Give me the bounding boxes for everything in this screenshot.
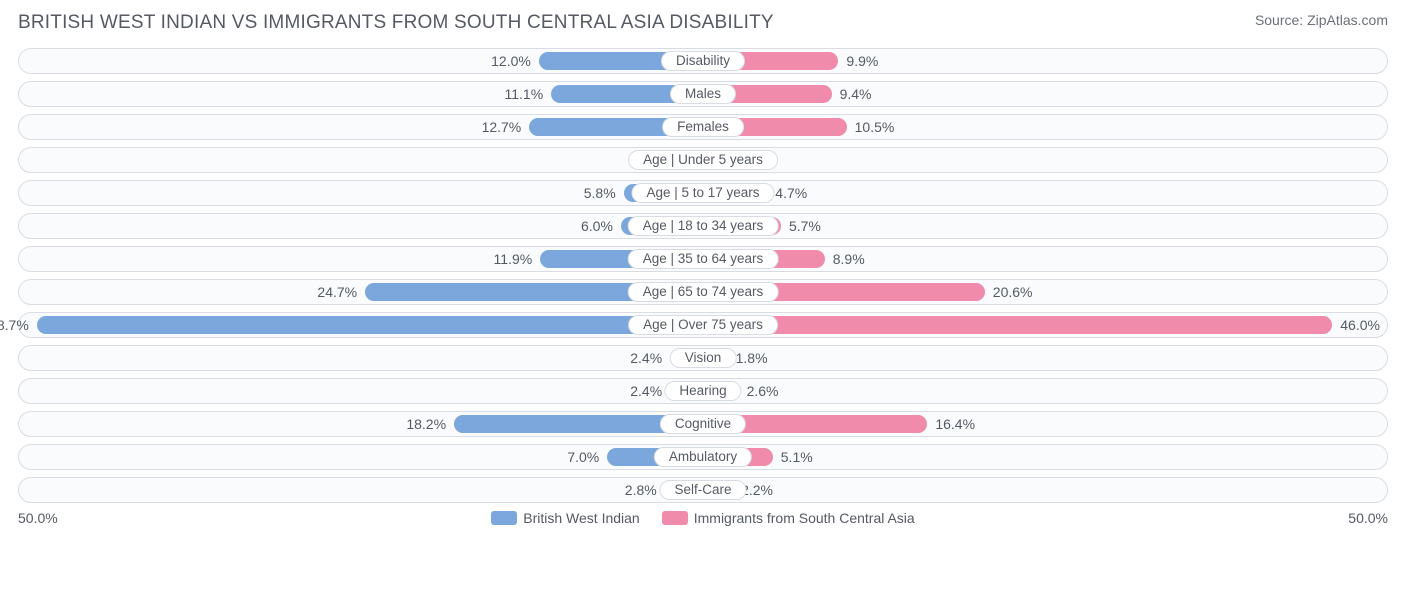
bar-left-value: 2.8%	[625, 478, 657, 502]
bar-right-value: 5.1%	[781, 445, 813, 469]
category-badge: Age | Over 75 years	[628, 315, 778, 335]
chart-row: 24.7% 20.6% Age | 65 to 74 years	[18, 279, 1388, 305]
bar-right-value: 1.8%	[736, 346, 768, 370]
bar-left-value: 5.8%	[584, 181, 616, 205]
chart-row: 18.2% 16.4% Cognitive	[18, 411, 1388, 437]
legend-swatch-left	[491, 511, 517, 525]
chart-row: 12.0% 9.9% Disability	[18, 48, 1388, 74]
category-badge: Hearing	[664, 381, 741, 401]
bar-left-value: 7.0%	[567, 445, 599, 469]
axis-row: 50.0% British West Indian Immigrants fro…	[18, 510, 1388, 526]
bar-right-value: 16.4%	[935, 412, 975, 436]
legend: British West Indian Immigrants from Sout…	[491, 510, 914, 526]
chart-row: 12.7% 10.5% Females	[18, 114, 1388, 140]
category-badge: Males	[670, 84, 736, 104]
category-badge: Age | 65 to 74 years	[628, 282, 779, 302]
bar-right-value: 20.6%	[993, 280, 1033, 304]
bar-right-value: 8.9%	[833, 247, 865, 271]
chart-row: 48.7%46.0%Age | Over 75 years	[18, 312, 1388, 338]
legend-label-right: Immigrants from South Central Asia	[694, 510, 915, 526]
category-badge: Vision	[670, 348, 737, 368]
category-badge: Age | 5 to 17 years	[631, 183, 774, 203]
bar-left-value: 11.9%	[494, 247, 533, 271]
category-badge: Ambulatory	[654, 447, 752, 467]
chart-row: 11.9% 8.9% Age | 35 to 64 years	[18, 246, 1388, 272]
bar-right	[703, 316, 1332, 334]
axis-right-max: 50.0%	[1348, 510, 1388, 526]
source-attribution: Source: ZipAtlas.com	[1255, 12, 1388, 28]
chart-row: 2.4% 2.6% Hearing	[18, 378, 1388, 404]
bar-right-value: 9.9%	[846, 49, 878, 73]
bar-right-value: 5.7%	[789, 214, 821, 238]
legend-item-right: Immigrants from South Central Asia	[662, 510, 915, 526]
bar-left-value: 2.4%	[630, 346, 662, 370]
bar-right-value: 46.0%	[1340, 313, 1380, 337]
chart-row: 6.0% 5.7% Age | 18 to 34 years	[18, 213, 1388, 239]
chart-row: 7.0% 5.1% Ambulatory	[18, 444, 1388, 470]
axis-left-max: 50.0%	[18, 510, 58, 526]
legend-item-left: British West Indian	[491, 510, 639, 526]
bar-left-value: 12.0%	[491, 49, 531, 73]
bar-left-value: 24.7%	[317, 280, 357, 304]
category-badge: Age | Under 5 years	[628, 150, 778, 170]
diverging-bar-chart: 12.0% 9.9% Disability 11.1% 9.4% Males 12.7% 10…	[18, 48, 1388, 503]
bar-right-value: 2.6%	[747, 379, 779, 403]
bar-right-value: 10.5%	[855, 115, 895, 139]
bar-left-value: 11.1%	[504, 82, 543, 106]
header: BRITISH WEST INDIAN VS IMMIGRANTS FROM S…	[18, 12, 1388, 34]
category-badge: Age | 18 to 34 years	[628, 216, 779, 236]
legend-label-left: British West Indian	[523, 510, 639, 526]
category-badge: Cognitive	[660, 414, 746, 434]
legend-swatch-right	[662, 511, 688, 525]
chart-row: 11.1% 9.4% Males	[18, 81, 1388, 107]
bar-left-value: 48.7%	[0, 313, 29, 337]
bar-left	[37, 316, 703, 334]
chart-row: 2.8%2.2%Self-Care	[18, 477, 1388, 503]
chart-row: 5.8% 4.7%Age | 5 to 17 years	[18, 180, 1388, 206]
bar-right-value: 9.4%	[840, 82, 872, 106]
bar-left-value: 12.7%	[482, 115, 522, 139]
page-title: BRITISH WEST INDIAN VS IMMIGRANTS FROM S…	[18, 12, 774, 34]
bar-left-value: 6.0%	[581, 214, 613, 238]
category-badge: Females	[662, 117, 744, 137]
bar-left-value: 2.4%	[630, 379, 662, 403]
chart-row: 2.4% 1.8%Vision	[18, 345, 1388, 371]
category-badge: Disability	[661, 51, 745, 71]
category-badge: Age | 35 to 64 years	[628, 249, 779, 269]
bar-right-value: 4.7%	[775, 181, 807, 205]
category-badge: Self-Care	[659, 480, 746, 500]
chart-row: 0.99%1.0%Age | Under 5 years	[18, 147, 1388, 173]
bar-left-value: 18.2%	[406, 412, 446, 436]
